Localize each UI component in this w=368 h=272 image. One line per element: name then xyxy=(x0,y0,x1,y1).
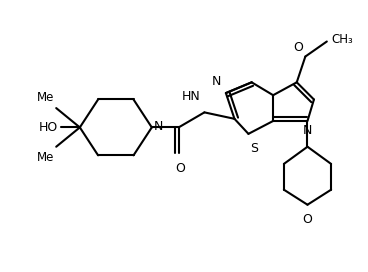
Text: CH₃: CH₃ xyxy=(331,33,353,46)
Text: O: O xyxy=(293,41,303,54)
Text: N: N xyxy=(303,124,312,137)
Text: Me: Me xyxy=(37,151,54,164)
Text: O: O xyxy=(302,213,312,226)
Text: O: O xyxy=(175,162,185,175)
Text: Me: Me xyxy=(37,91,54,104)
Text: HN: HN xyxy=(181,90,200,103)
Text: S: S xyxy=(251,143,259,155)
Text: N: N xyxy=(154,120,163,133)
Text: HO: HO xyxy=(39,121,59,134)
Text: N: N xyxy=(212,75,222,88)
